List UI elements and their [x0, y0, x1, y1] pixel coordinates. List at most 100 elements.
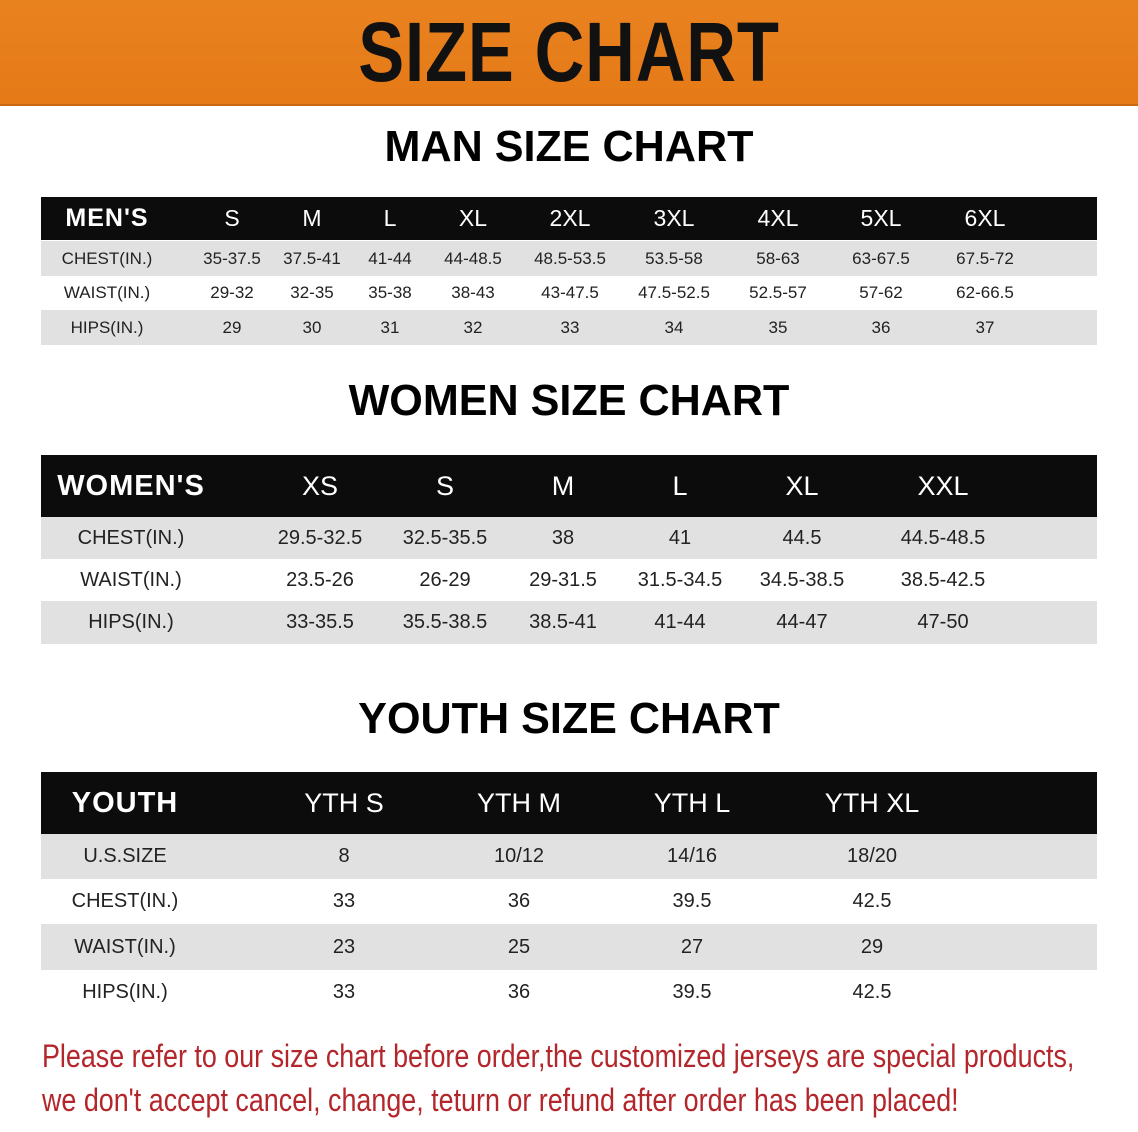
size-header-cell: YTH M — [477, 787, 561, 818]
measurement-label: HIPS(IN.) — [70, 317, 144, 337]
table-row: HIPS(IN.) 33 36 39.5 42.5 — [41, 970, 1097, 1015]
table-row: CHEST(IN.) 33 36 39.5 42.5 — [41, 879, 1097, 924]
measurement-label: CHEST(IN.) — [77, 526, 185, 549]
size-header-cell: XS — [301, 470, 339, 501]
table-row: WAIST(IN.) 23.5-26 26-29 29-31.5 31.5-34.5 34… — [41, 559, 1097, 601]
measurement-label: WAIST(IN.) — [63, 283, 151, 302]
table-row: CHEST(IN.) 29.5-32.5 32.5-35.5 38 41 44.5 44.5… — [41, 517, 1097, 559]
table-cell: 33 — [332, 890, 356, 912]
table-title-cell: MEN'S — [65, 204, 149, 232]
table-cell: 38 — [551, 526, 575, 549]
youth-section-title: YOUTH SIZE CHART — [358, 694, 780, 743]
table-cell: 34.5-38.5 — [759, 568, 845, 591]
table-cell: 39.5 — [672, 890, 712, 912]
table-cell: 53.5-58 — [645, 248, 703, 268]
table-cell: 44.5 — [782, 526, 822, 549]
size-header-cell: S — [224, 205, 240, 231]
table-cell: 62-66.5 — [956, 283, 1014, 302]
table-cell: 29-32 — [210, 283, 254, 302]
table-row: HIPS(IN.) 33-35.5 35.5-38.5 38.5-41 41-44 44-… — [41, 601, 1097, 644]
table-cell: 33 — [560, 317, 580, 337]
table-row: U.S.SIZE 8 10/12 14/16 18/20 — [41, 834, 1097, 879]
size-header-cell: M — [302, 205, 322, 231]
table-cell: 32.5-35.5 — [402, 526, 488, 549]
table-cell: 63-67.5 — [852, 248, 910, 268]
table-cell: 29 — [860, 935, 884, 958]
table-cell: 43-47.5 — [541, 283, 599, 302]
size-header-cell: L — [672, 470, 688, 501]
table-cell: 29.5-32.5 — [277, 526, 363, 549]
table-cell: 23 — [332, 935, 356, 958]
table-cell: 10/12 — [493, 845, 545, 867]
table-cell: 18/20 — [846, 845, 898, 867]
table-cell: 23.5-26 — [286, 568, 354, 591]
size-header-cell: 5XL — [860, 205, 902, 231]
table-cell: 27 — [680, 935, 704, 958]
size-header-cell: 2XL — [549, 205, 591, 231]
size-header-cell: XL — [458, 205, 488, 231]
measurement-label: U.S.SIZE — [83, 845, 167, 867]
table-cell: 44-47 — [776, 611, 828, 633]
size-header-cell: 6XL — [964, 205, 1006, 231]
table-cell: 35 — [768, 317, 788, 337]
table-cell: 42.5 — [852, 981, 892, 1003]
table-cell: 29 — [222, 317, 242, 337]
measurement-label: CHEST(IN.) — [61, 248, 153, 268]
table-cell: 29-31.5 — [529, 568, 597, 591]
table-cell: 36 — [871, 317, 891, 337]
table-cell: 44.5-48.5 — [900, 526, 986, 549]
table-cell: 41-44 — [368, 248, 412, 268]
table-cell: 32 — [463, 317, 483, 337]
table-cell: 31 — [380, 317, 400, 337]
table-cell: 47-50 — [917, 611, 969, 633]
table-cell: 47.5-52.5 — [638, 283, 710, 302]
size-header-cell: 4XL — [757, 205, 799, 231]
size-header-cell: M — [551, 470, 575, 501]
table-header-row: WOMEN'S XS S M L XL XXL — [41, 455, 1097, 517]
table-cell: 14/16 — [666, 845, 718, 867]
men-section-title: MAN SIZE CHART — [384, 122, 754, 171]
table-cell: 37.5-41 — [283, 248, 341, 268]
table-cell: 35-37.5 — [203, 248, 261, 268]
size-header-cell: S — [435, 470, 455, 501]
table-cell: 25 — [507, 935, 531, 958]
women-section-title: WOMEN SIZE CHART — [348, 376, 790, 425]
table-header-row: YOUTH YTH S YTH M YTH L YTH XL — [41, 772, 1097, 834]
banner-title: SIZE CHART — [358, 5, 780, 99]
table-cell: 52.5-57 — [749, 283, 807, 302]
table-cell: 26-29 — [419, 568, 471, 591]
table-cell: 8 — [338, 845, 350, 867]
table-cell: 38.5-42.5 — [900, 568, 986, 591]
table-row: WAIST(IN.) 23 25 27 29 — [41, 924, 1097, 970]
banner: SIZE CHART — [0, 0, 1138, 106]
size-header-cell: YTH XL — [824, 787, 920, 818]
table-cell: 41 — [668, 526, 692, 549]
table-cell: 48.5-53.5 — [534, 248, 606, 268]
table-cell: 41-44 — [654, 611, 706, 633]
table-cell: 37 — [975, 317, 995, 337]
table-cell: 38.5-41 — [529, 611, 597, 633]
notice-line-2: we don't accept cancel, change, teturn o… — [42, 1082, 959, 1118]
table-cell: 33-35.5 — [286, 611, 354, 633]
table-cell: 34 — [664, 317, 684, 337]
table-cell: 30 — [302, 317, 322, 337]
table-cell: 67.5-72 — [956, 248, 1014, 268]
table-cell: 33 — [332, 981, 356, 1003]
table-title-cell: WOMEN'S — [57, 469, 205, 502]
table-cell: 44-48.5 — [444, 248, 502, 268]
table-row: CHEST(IN.) 35-37.5 37.5-41 41-44 44-48.5 48.5… — [41, 241, 1097, 276]
table-cell: 58-63 — [756, 248, 800, 268]
measurement-label: WAIST(IN.) — [74, 935, 176, 958]
table-title-cell: YOUTH — [71, 786, 179, 819]
size-header-cell: L — [383, 205, 397, 231]
table-cell: 36 — [507, 981, 531, 1003]
table-cell: 35-38 — [368, 283, 412, 302]
measurement-label: CHEST(IN.) — [71, 890, 179, 912]
table-row: WAIST(IN.) 29-32 32-35 35-38 38-43 43-47.5 47.… — [41, 276, 1097, 310]
size-header-cell: YTH L — [653, 787, 731, 818]
table-cell: 42.5 — [852, 890, 892, 912]
measurement-label: WAIST(IN.) — [80, 568, 182, 591]
size-header-cell: XXL — [917, 470, 969, 501]
table-cell: 39.5 — [672, 981, 712, 1003]
notice-line-1: Please refer to our size chart before or… — [42, 1038, 1075, 1074]
